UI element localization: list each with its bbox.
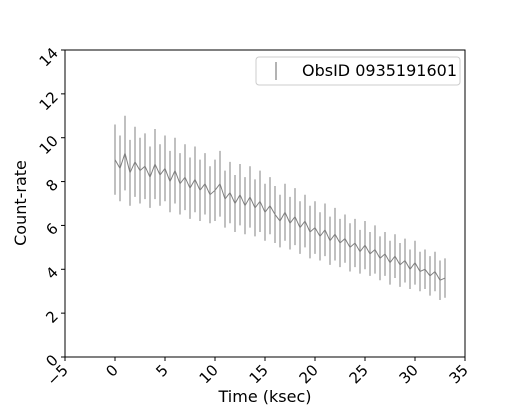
- x-tick-label: 15: [246, 361, 272, 387]
- x-axis-label: Time (ksec): [218, 387, 312, 406]
- legend-box: [255, 56, 461, 86]
- x-tick-label: 20: [296, 361, 322, 387]
- y-axis-label: Count-rate: [11, 160, 30, 246]
- y-tick-label: 14: [36, 44, 62, 70]
- y-tick-label: 12: [36, 88, 62, 114]
- y-tick-label: 10: [36, 132, 62, 158]
- y-tick-label: 2: [42, 307, 61, 326]
- x-tick-label: 35: [446, 361, 472, 387]
- legend-label: ObsID 0935191601: [302, 61, 457, 80]
- series-line: [114, 151, 446, 281]
- y-tick-label: 6: [42, 220, 61, 239]
- x-tick-label: 5: [152, 361, 171, 380]
- y-tick-label: 4: [42, 263, 61, 282]
- x-tick-label: 30: [396, 361, 422, 387]
- y-tick-label: 8: [42, 176, 61, 195]
- x-tick-label: 10: [196, 361, 222, 387]
- x-tick-label: 25: [346, 361, 372, 387]
- x-tick-label: 0: [102, 361, 121, 380]
